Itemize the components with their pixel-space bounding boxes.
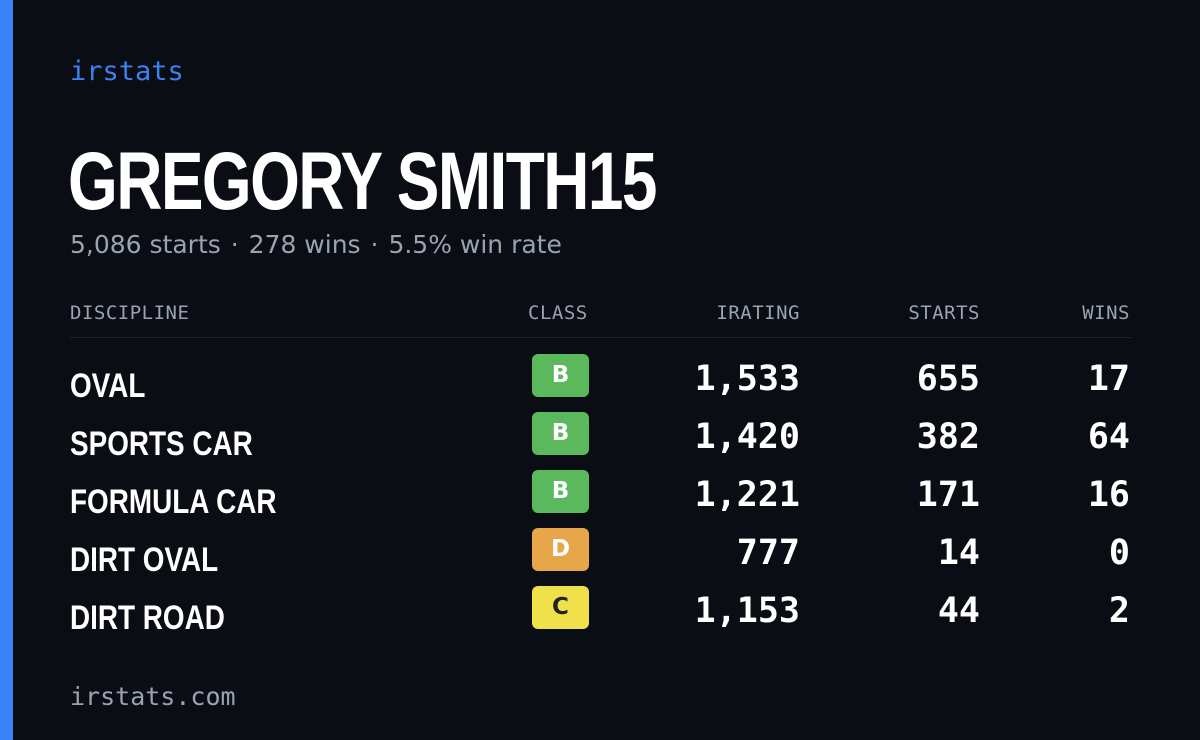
table-row: DIRT ROAD C 1,153 44 2 xyxy=(70,570,1132,637)
table-header: DISCIPLINE CLASS IRATING STARTS WINS xyxy=(70,296,1132,338)
irating-value: 1,420 xyxy=(694,417,800,457)
starts-value: 14 xyxy=(937,533,980,573)
table-row: OVAL B 1,533 655 17 xyxy=(70,338,1132,405)
table-row: FORMULA CAR B 1,221 171 16 xyxy=(70,454,1132,521)
footer-url: irstats.com xyxy=(70,682,236,711)
header-discipline: DISCIPLINE xyxy=(70,302,190,324)
starts-value: 171 xyxy=(916,475,980,515)
header-starts: STARTS xyxy=(908,302,980,324)
header-irating: IRATING xyxy=(716,302,800,324)
class-badge: D xyxy=(532,528,589,571)
table-row: SPORTS CAR B 1,420 382 64 xyxy=(70,396,1132,463)
starts-value: 44 xyxy=(937,591,980,631)
wins-value: 2 xyxy=(1108,591,1130,631)
discipline-name: OVAL xyxy=(70,367,146,405)
irating-value: 1,153 xyxy=(694,591,800,631)
class-badge: C xyxy=(532,586,589,629)
discipline-name: FORMULA CAR xyxy=(70,483,277,521)
discipline-name: SPORTS CAR xyxy=(70,425,253,463)
header-class: CLASS xyxy=(528,302,588,324)
player-name: GREGORY SMITH15 xyxy=(68,136,657,227)
starts-value: 382 xyxy=(916,417,980,457)
summary-starts: 5,086 starts xyxy=(70,230,221,259)
header-wins: WINS xyxy=(1082,302,1130,324)
class-badge: B xyxy=(532,354,589,397)
discipline-table: DISCIPLINE CLASS IRATING STARTS WINS OVA… xyxy=(70,296,1132,637)
discipline-name: DIRT ROAD xyxy=(70,599,225,637)
class-badge: B xyxy=(532,412,589,455)
table-row: DIRT OVAL D 777 14 0 xyxy=(70,512,1132,579)
summary-separator: · xyxy=(370,230,379,259)
summary-wins: 278 wins xyxy=(248,230,361,259)
wins-value: 64 xyxy=(1087,417,1130,457)
wins-value: 17 xyxy=(1087,359,1130,399)
class-badge: B xyxy=(532,470,589,513)
accent-bar xyxy=(0,0,13,740)
career-summary: 5,086 starts · 278 wins · 5.5% win rate xyxy=(70,228,562,262)
irating-value: 777 xyxy=(736,533,800,573)
starts-value: 655 xyxy=(916,359,980,399)
wins-value: 16 xyxy=(1087,475,1130,515)
irating-value: 1,221 xyxy=(694,475,800,515)
summary-separator: · xyxy=(230,230,239,259)
discipline-name: DIRT OVAL xyxy=(70,541,219,579)
wins-value: 0 xyxy=(1108,533,1130,573)
summary-win-rate: 5.5% win rate xyxy=(388,230,562,259)
irating-value: 1,533 xyxy=(694,359,800,399)
brand-logo-text: irstats xyxy=(70,56,184,87)
